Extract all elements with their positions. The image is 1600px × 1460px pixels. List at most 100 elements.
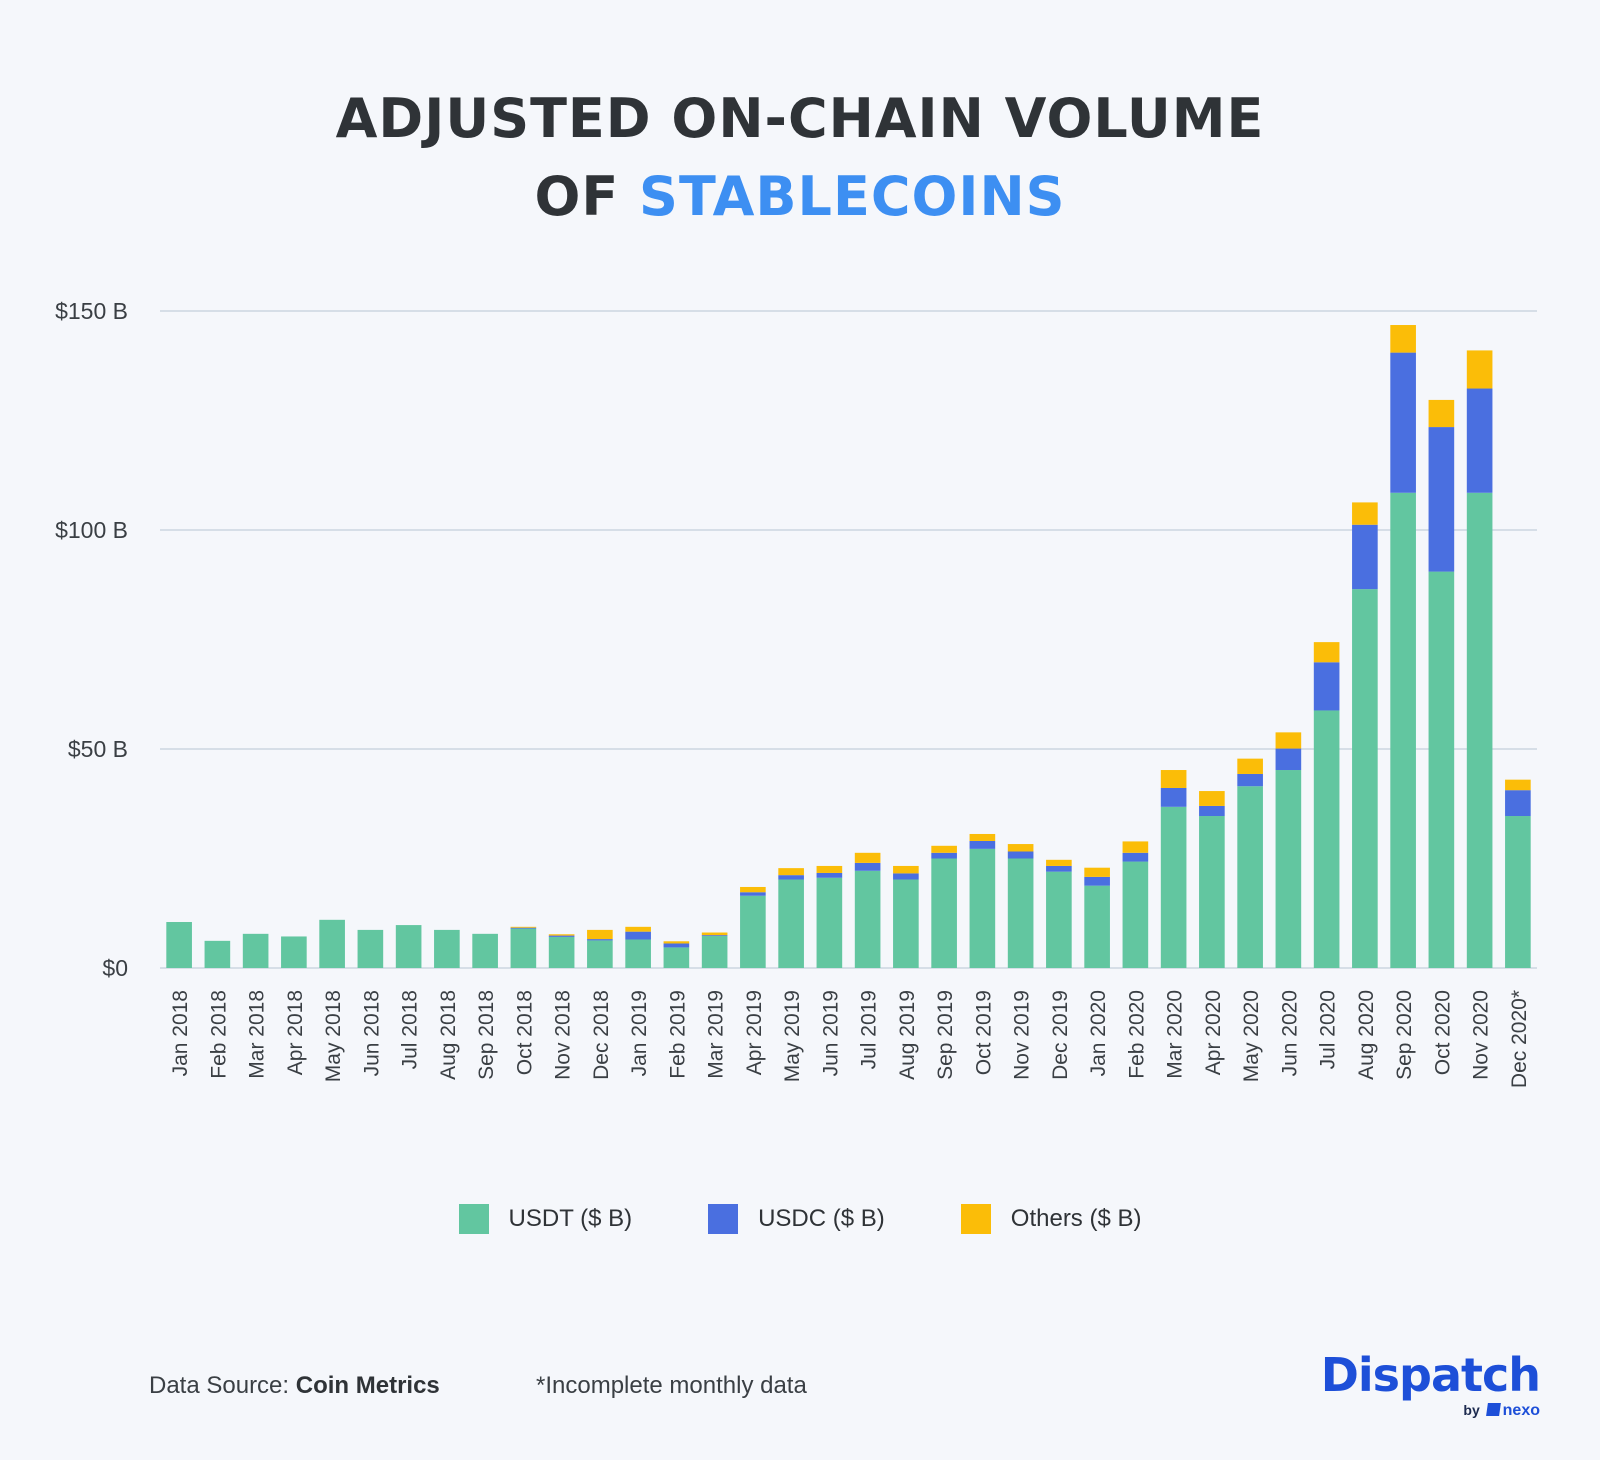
bar-segment-usdc xyxy=(1199,805,1225,817)
bar-segment-others xyxy=(1199,791,1225,806)
bar-segment-usdc xyxy=(1275,748,1302,771)
bar-segment-usdt xyxy=(1505,816,1531,968)
bar-segment-usdc xyxy=(854,862,881,871)
legend-swatch-usdt xyxy=(458,1204,489,1234)
bar-segment-usdc xyxy=(548,935,575,937)
x-tick-label: Nov 2019 xyxy=(1011,990,1034,1080)
legend-item-usdt: USDT ($ B) xyxy=(458,1204,633,1234)
x-tick-label: Nov 2020 xyxy=(1470,990,1493,1080)
bar-segment-usdt xyxy=(740,895,766,968)
bar-segment-usdt xyxy=(395,925,422,968)
bar-segment-usdc xyxy=(1390,352,1416,493)
title-line-2: OF STABLECOINS xyxy=(0,158,1600,236)
x-tick-label: Jul 2019 xyxy=(858,990,881,1069)
x-tick-label: Mar 2020 xyxy=(1164,990,1187,1079)
bar-segment-others xyxy=(740,886,766,893)
data-source-name: Coin Metrics xyxy=(295,1372,440,1399)
x-tick-label: Jan 2019 xyxy=(628,990,651,1076)
bar-segment-usdt xyxy=(625,939,651,968)
footnote: *Incomplete monthly data xyxy=(536,1372,807,1399)
bar-segment-others xyxy=(1084,867,1110,877)
bar-segment-others xyxy=(893,865,919,874)
legend-label-usdc: USDC ($ B) xyxy=(758,1205,885,1232)
bar-segment-usdt xyxy=(548,936,575,968)
bar-segment-usdc xyxy=(1313,662,1340,711)
bar-segment-usdt xyxy=(1313,710,1340,968)
stacked-bar-chart: $0 $50 B $100 B $150 B Jan 2018 Feb 2018 Mar … xyxy=(55,298,1537,1088)
legend-label-others: Others ($ B) xyxy=(1010,1205,1142,1232)
bar-segment-others xyxy=(1466,350,1493,389)
dispatch-logo: Dispatch by nexo xyxy=(1318,1348,1541,1420)
bar-segment-usdt xyxy=(319,919,345,968)
bar-segment-others xyxy=(548,934,575,936)
bar-segment-others xyxy=(816,865,843,873)
x-tick-label: May 2020 xyxy=(1240,990,1263,1082)
brand-sub: by nexo xyxy=(1318,1402,1540,1420)
bar-segment-usdt xyxy=(701,936,728,968)
bar-segment-usdc xyxy=(969,840,996,849)
bar-segment-usdt xyxy=(242,933,269,968)
bar-segment-usdt xyxy=(357,929,384,968)
bar-segment-usdc xyxy=(1160,787,1187,807)
y-tick-label: $50 B xyxy=(68,736,128,762)
bar-segment-usdc xyxy=(1352,524,1378,590)
bar-segment-usdt xyxy=(1084,885,1110,968)
bar-segment-usdc xyxy=(816,872,843,878)
x-tick-label: Sep 2019 xyxy=(934,990,957,1080)
bar-segment-others xyxy=(1428,399,1455,428)
bar-segment-others xyxy=(1313,642,1340,663)
x-tick-label: Aug 2019 xyxy=(896,990,919,1080)
brand-partner: nexo xyxy=(1502,1402,1540,1419)
brand-name: Dispatch xyxy=(1320,1348,1541,1402)
x-tick-label: Aug 2020 xyxy=(1355,990,1378,1080)
bar-segment-usdt xyxy=(281,936,307,968)
brand-by: by xyxy=(1463,1402,1480,1418)
bar-segment-others xyxy=(1046,859,1072,866)
x-tick-label: Mar 2018 xyxy=(246,990,269,1079)
bar-segment-others xyxy=(1352,502,1378,525)
legend-label-usdt: USDT ($ B) xyxy=(508,1205,633,1232)
bar-segment-others xyxy=(701,932,728,936)
x-tick-label: Sep 2020 xyxy=(1393,990,1416,1080)
x-tick-label: Feb 2020 xyxy=(1125,990,1148,1079)
x-tick-label: Oct 2020 xyxy=(1431,990,1454,1075)
x-tick-label: Apr 2019 xyxy=(743,990,766,1075)
x-tick-label: Dec 2018 xyxy=(590,990,613,1080)
bars xyxy=(166,325,1531,968)
x-tick-label: May 2018 xyxy=(322,990,345,1082)
x-tick-label: Oct 2019 xyxy=(972,990,995,1075)
bar-segment-usdt xyxy=(931,858,957,968)
bar-segment-others xyxy=(1275,732,1302,749)
x-tick-label: Jul 2020 xyxy=(1317,990,1340,1069)
x-tick-label: Jul 2018 xyxy=(399,990,422,1069)
bar-segment-others xyxy=(1007,844,1034,852)
x-tick-label: Jan 2018 xyxy=(169,990,192,1076)
gridlines xyxy=(160,310,1537,969)
x-axis-tick-labels: Jan 2018 Feb 2018 Mar 2018 Apr 2018 May 2018… xyxy=(169,990,1531,1088)
bar-segment-usdc xyxy=(1237,773,1263,787)
bar-segment-usdt xyxy=(969,848,996,968)
y-axis-tick-labels: $0 $50 B $100 B $150 B xyxy=(55,298,128,981)
bar-segment-usdt xyxy=(1390,492,1416,968)
bar-segment-usdc xyxy=(1046,865,1072,872)
x-tick-label: Dec 2020* xyxy=(1508,990,1531,1088)
data-source-prefix: Data Source: xyxy=(149,1372,296,1399)
bar-segment-usdt xyxy=(1160,806,1187,968)
bar-segment-usdt xyxy=(166,922,192,968)
bar-segment-others xyxy=(931,845,957,853)
bar-segment-others xyxy=(1390,325,1416,353)
bar-segment-others xyxy=(854,852,881,863)
x-tick-label: Apr 2018 xyxy=(284,990,307,1075)
bar-segment-usdc xyxy=(1084,876,1110,886)
bar-segment-usdt xyxy=(434,929,460,968)
bar-segment-usdc xyxy=(778,875,804,880)
x-tick-label: Feb 2018 xyxy=(207,990,230,1079)
data-source: Data Source: Coin Metrics xyxy=(149,1372,440,1400)
bar-segment-usdt xyxy=(1199,816,1225,968)
x-tick-label: Feb 2019 xyxy=(666,990,689,1079)
x-tick-label: Aug 2018 xyxy=(437,990,460,1080)
x-tick-label: May 2019 xyxy=(781,990,804,1082)
x-tick-label: Mar 2019 xyxy=(705,990,728,1079)
bar-segment-others xyxy=(663,941,690,944)
bar-segment-usdt xyxy=(204,940,231,968)
